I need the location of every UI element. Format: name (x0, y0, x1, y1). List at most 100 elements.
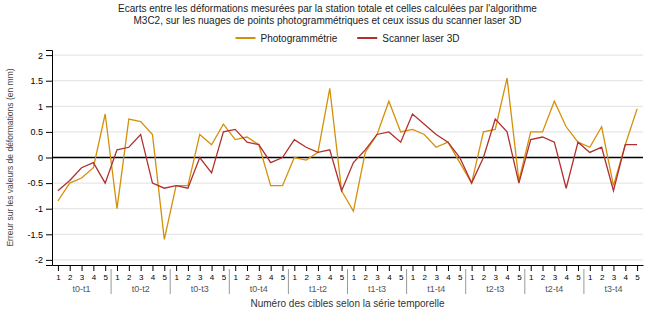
x-tick-label: 3 (612, 273, 617, 282)
x-tick-mark (602, 265, 603, 271)
x-tick: 5 (399, 265, 404, 282)
x-axis-title: Numéro des cibles selon la série tempore… (251, 298, 445, 309)
subtitle: M3C2, sur les nuages de points photogram… (134, 15, 522, 26)
x-tick-mark (223, 265, 224, 271)
legend: Photogrammétrie Scanner laser 3D (236, 33, 460, 44)
x-tick-label: 4 (446, 273, 451, 282)
x-tick-mark (460, 265, 461, 271)
x-tick-mark (436, 265, 437, 271)
group-separator (111, 269, 112, 294)
x-tick-label: 4 (151, 273, 156, 282)
y-tick-mark (46, 158, 52, 159)
x-tick-mark (200, 265, 201, 271)
plot: -2-1.5-1-0.500.511.521234512345123451234… (27, 50, 643, 294)
title: Ecarts entre les déformations mesurées p… (118, 3, 537, 14)
x-tick-label: 5 (635, 273, 640, 282)
x-tick-mark (294, 265, 295, 271)
x-tick-label: 5 (517, 273, 522, 282)
legend-item: Scanner laser 3D (357, 33, 459, 44)
x-tick: 5 (163, 265, 168, 282)
y-tick: 1.5 (30, 76, 52, 86)
x-tick: 3 (553, 265, 558, 282)
x-tick: 1 (588, 265, 593, 282)
y-tick-label: 1 (38, 102, 43, 112)
x-tick: 1 (174, 265, 179, 282)
y-tick-label: -2 (35, 255, 43, 265)
x-tick-label: 2 (600, 273, 605, 282)
group-labels: t0-t1t0-t2t0-t3t0-t4t1-t2t1-t3t1-t4t2-t3… (73, 269, 623, 294)
x-tick-mark (531, 265, 532, 271)
x-tick-mark (164, 265, 165, 271)
legend-swatch (357, 37, 377, 39)
grid-line (52, 183, 643, 184)
x-tick-label: 1 (174, 273, 179, 282)
group-separator (524, 269, 525, 294)
zero-line (52, 157, 643, 159)
x-tick: 4 (446, 265, 451, 282)
x-tick: 3 (375, 265, 380, 282)
x-tick: 2 (68, 265, 73, 282)
x-tick-mark (141, 265, 142, 271)
group-separator (229, 269, 230, 294)
x-tick: 4 (92, 265, 97, 282)
grid-line (52, 259, 643, 260)
x-tick-label: 3 (375, 273, 380, 282)
x-tick: 1 (411, 265, 416, 282)
x-tick: 2 (482, 265, 487, 282)
x-tick: 2 (541, 265, 546, 282)
y-tick-label: -0.5 (27, 178, 43, 188)
x-tick-mark (129, 265, 130, 271)
x-tick-mark (472, 265, 473, 271)
x-tick: 3 (198, 265, 203, 282)
x-tick-mark (176, 265, 177, 271)
x-tick-label: 3 (553, 273, 558, 282)
group-label: t3-t4 (604, 284, 622, 294)
x-tick-mark (401, 265, 402, 271)
y-tick-mark (46, 132, 52, 133)
x-tick: 4 (505, 265, 510, 282)
x-tick-label: 2 (68, 273, 73, 282)
group-label: t1-t2 (309, 284, 327, 294)
lines (52, 78, 643, 239)
x-tick-mark (566, 265, 567, 271)
x-tick-mark (578, 265, 579, 271)
group-label: t2-t4 (545, 284, 563, 294)
grid-line (52, 234, 643, 235)
x-tick-mark (448, 265, 449, 271)
legend-label: Photogrammétrie (261, 33, 338, 44)
y-tick-label: -1.5 (27, 230, 43, 240)
x-tick-mark (58, 265, 59, 271)
y-tick-mark (46, 106, 52, 107)
x-tick-mark (70, 265, 71, 271)
y-tick: 2 (38, 50, 52, 60)
x-tick-mark (282, 265, 283, 271)
x-tick-label: 5 (163, 273, 168, 282)
x-tick-mark (413, 265, 414, 271)
x-tick: 3 (494, 265, 499, 282)
x-tick-label: 1 (470, 273, 475, 282)
group-separator (406, 269, 407, 294)
grid-line (52, 106, 643, 107)
x-tick-label: 2 (186, 273, 191, 282)
x-tick: 2 (600, 265, 605, 282)
group-label: t0-t1 (73, 284, 91, 294)
grid-line (52, 55, 643, 56)
x-tick-mark (188, 265, 189, 271)
y-tick: 0.5 (30, 127, 52, 137)
x-tick-label: 4 (92, 273, 97, 282)
grid-line (52, 208, 643, 209)
x-tick: 3 (80, 265, 85, 282)
group-separator (465, 269, 466, 294)
x-tick-label: 1 (411, 273, 416, 282)
y-tick: 1 (38, 102, 52, 112)
x-tick: 5 (576, 265, 581, 282)
y-tick-mark (46, 183, 52, 184)
group-label: t0-t4 (250, 284, 268, 294)
x-tick: 2 (186, 265, 191, 282)
y-tick-mark (46, 234, 52, 235)
group-label: t1-t4 (427, 284, 445, 294)
legend-item: Photogrammétrie (236, 33, 338, 44)
series-line (58, 114, 637, 191)
x-tick-mark (271, 265, 272, 271)
y-tick: -2 (35, 255, 52, 265)
